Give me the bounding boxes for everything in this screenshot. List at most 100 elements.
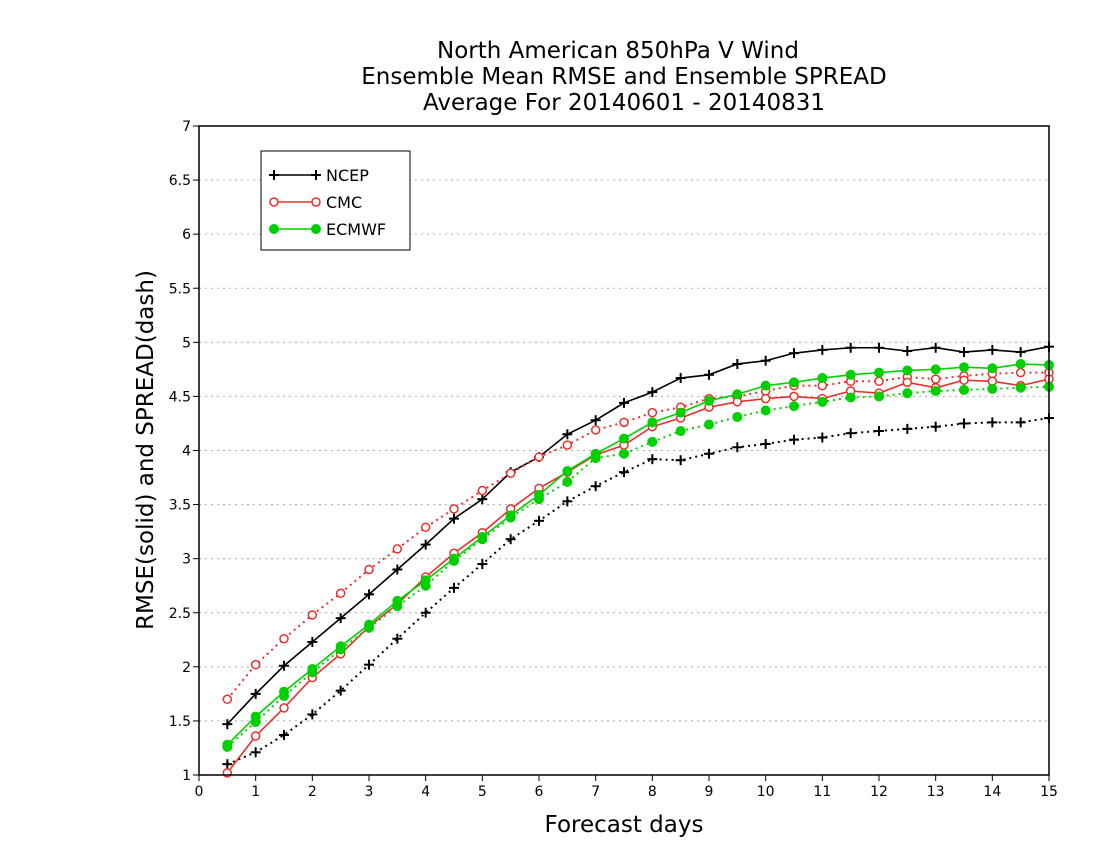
ncep-spread-point: [817, 432, 828, 443]
legend-box: [260, 150, 411, 251]
ecmwf-rmse-point: [704, 395, 714, 406]
ecmwf-spread-point: [902, 388, 913, 399]
ecmwf-rmse-point: [1015, 358, 1026, 369]
ecmwf-rmse-point: [307, 663, 318, 674]
ncep-spread-point: [675, 455, 686, 466]
ncep-spread-point: [704, 448, 714, 459]
ncep-rmse-point: [619, 397, 629, 408]
cmc-spread-point: [477, 485, 488, 496]
cmc-rmse-point: [279, 703, 289, 713]
x-tick-label: 15: [1040, 784, 1058, 800]
ecmwf-rmse-point: [817, 373, 828, 384]
ncep-rmse-point: [959, 347, 969, 358]
ecmwf-rmse-point: [335, 641, 346, 652]
ncep-spread-point: [789, 434, 799, 445]
ncep-spread-point: [619, 467, 629, 478]
legend-marker: [269, 170, 279, 180]
x-tick-label: 5: [478, 784, 487, 800]
cmc-spread-point: [307, 610, 318, 620]
y-axis-ticks: 1 1.5 2 2.5 3 3.5 4 4.5 5 5.5 6 6.5 7: [169, 119, 199, 784]
ecmwf-spread-point: [619, 448, 629, 459]
ecmwf-spread-point: [647, 436, 658, 447]
x-tick-label: 14: [983, 784, 1001, 800]
ncep-spread-point: [505, 534, 516, 545]
ecmwf-rmse-point: [420, 575, 431, 586]
ecmwf-spread-point: [732, 411, 743, 422]
y-tick-label: 3: [182, 552, 191, 568]
ncep-spread-point: [959, 418, 969, 429]
ecmwf-rmse-point: [562, 466, 573, 477]
ecmwf-rmse-point: [647, 417, 658, 428]
ecmwf-rmse-point: [789, 377, 799, 388]
cmc-spread-point: [420, 522, 431, 533]
ecmwf-spread-point: [704, 419, 714, 430]
y-tick-label: 1: [182, 768, 191, 784]
ecmwf-rmse-point: [930, 364, 941, 375]
ncep-rmse-point: [279, 660, 289, 671]
legend-label: ECMWF: [326, 220, 386, 239]
ecmwf-spread-point: [789, 401, 799, 412]
ecmwf-rmse-point: [250, 711, 261, 722]
legend-marker: [311, 224, 321, 234]
legend-item-ncep: NCEP: [269, 166, 369, 185]
x-tick-label: 7: [591, 784, 600, 800]
ncep-spread-point: [930, 421, 941, 432]
ecmwf-rmse-point: [449, 553, 459, 564]
cmc-spread-point: [250, 659, 261, 670]
ncep-spread-point: [732, 442, 743, 453]
cmc-spread-point: [505, 468, 516, 478]
ecmwf-spread-point: [874, 391, 884, 402]
ncep-spread-point: [222, 759, 233, 770]
legend: NCEP CMC ECMWF: [260, 150, 411, 251]
ecmwf-rmse-point: [392, 595, 403, 606]
legend-marker: [311, 170, 321, 180]
ncep-spread-point: [902, 423, 913, 434]
series-ncep: [222, 341, 1054, 770]
y-tick-label: 2: [182, 660, 191, 676]
y-tick-label: 4: [182, 444, 191, 460]
ncep-rmse-point: [335, 613, 346, 624]
cmc-rmse-point: [250, 731, 261, 741]
ncep-rmse-point: [307, 636, 318, 647]
x-tick-label: 4: [421, 784, 430, 800]
ncep-spread-point: [760, 439, 771, 450]
y-tick-label: 2.5: [169, 606, 191, 622]
ecmwf-rmse-point: [222, 739, 233, 750]
y-tick-label: 3.5: [169, 498, 191, 514]
x-axis-ticks: 0 1 2 3 4 5 6 7 8 9 10 11 12 13 14 15: [195, 775, 1058, 800]
chart-title-line-1: North American 850hPa V Wind: [437, 38, 799, 64]
ncep-rmse-point: [675, 373, 686, 384]
ncep-rmse-point: [817, 344, 828, 355]
ncep-spread-point: [987, 417, 998, 428]
chart-title-line-3: Average For 20140601 - 20140831: [423, 90, 825, 116]
ncep-rmse-point: [562, 429, 573, 440]
ecmwf-spread-point: [987, 383, 998, 394]
ncep-spread-point: [477, 559, 488, 570]
ncep-spread-point: [335, 685, 346, 696]
ecmwf-rmse-point: [477, 532, 488, 543]
ncep-spread-point: [590, 481, 601, 492]
ncep-rmse-point: [449, 513, 459, 524]
cmc-spread-point: [590, 425, 601, 435]
ecmwf-rmse-point: [874, 367, 884, 378]
ecmwf-rmse-point: [987, 363, 998, 374]
ncep-spread-line: [226, 417, 1050, 766]
cmc-spread-point: [1015, 367, 1026, 378]
ecmwf-spread-point: [817, 396, 828, 407]
ncep-rmse-point: [392, 564, 403, 575]
x-axis-title: Forecast days: [545, 812, 704, 838]
ecmwf-spread-point: [959, 384, 969, 395]
y-tick-label: 5: [182, 335, 191, 351]
ecmwf-rmse-point: [619, 433, 629, 444]
ecmwf-rmse-line: [226, 363, 1050, 746]
ncep-rmse-point: [845, 342, 856, 353]
x-tick-label: 11: [813, 784, 831, 800]
ncep-rmse-point: [364, 589, 374, 600]
series-ecmwf: [222, 358, 1054, 752]
ecmwf-spread-point: [760, 405, 771, 416]
ncep-spread-point: [364, 659, 374, 670]
ncep-rmse-point: [420, 539, 431, 550]
legend-label: NCEP: [326, 166, 369, 185]
cmc-spread-point: [534, 452, 544, 462]
x-tick-label: 10: [757, 784, 775, 800]
